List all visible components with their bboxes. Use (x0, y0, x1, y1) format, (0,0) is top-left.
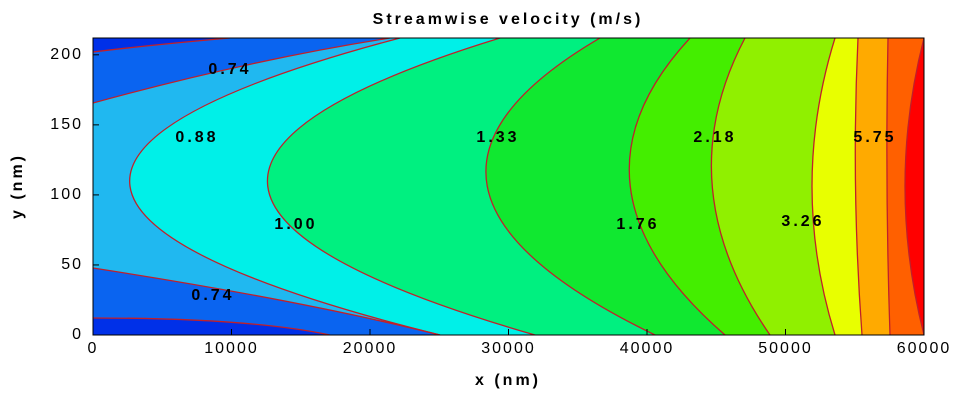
contour-label: 1.76 (616, 216, 659, 233)
y-tick-label: 0 (72, 326, 83, 343)
chart-title: Streamwise velocity (m/s) (373, 11, 644, 28)
y-tick-label: 100 (50, 186, 83, 203)
x-tick-label: 10000 (204, 340, 259, 357)
contour-label: 0.74 (191, 287, 234, 304)
x-tick-label: 40000 (620, 340, 675, 357)
contour-fill (93, 38, 924, 335)
x-tick-label: 60000 (897, 340, 952, 357)
y-axis-label: y (nm) (9, 153, 26, 219)
y-tick-label: 50 (61, 256, 83, 273)
x-tick-label: 30000 (481, 340, 536, 357)
contour-label: 2.18 (693, 129, 736, 146)
x-tick-label: 20000 (343, 340, 398, 357)
contour-label: 1.33 (476, 129, 519, 146)
x-axis-label: x (nm) (475, 372, 541, 389)
contour-label: 0.88 (175, 129, 218, 146)
contour-label: 5.75 (853, 129, 896, 146)
contour-label: 3.26 (781, 213, 824, 230)
y-tick-label: 200 (50, 46, 83, 63)
y-tick-label: 150 (50, 116, 83, 133)
x-tick-label: 0 (88, 340, 99, 357)
contour-label: 0.74 (208, 61, 251, 78)
contour-label: 1.00 (274, 216, 317, 233)
x-tick-label: 50000 (758, 340, 813, 357)
